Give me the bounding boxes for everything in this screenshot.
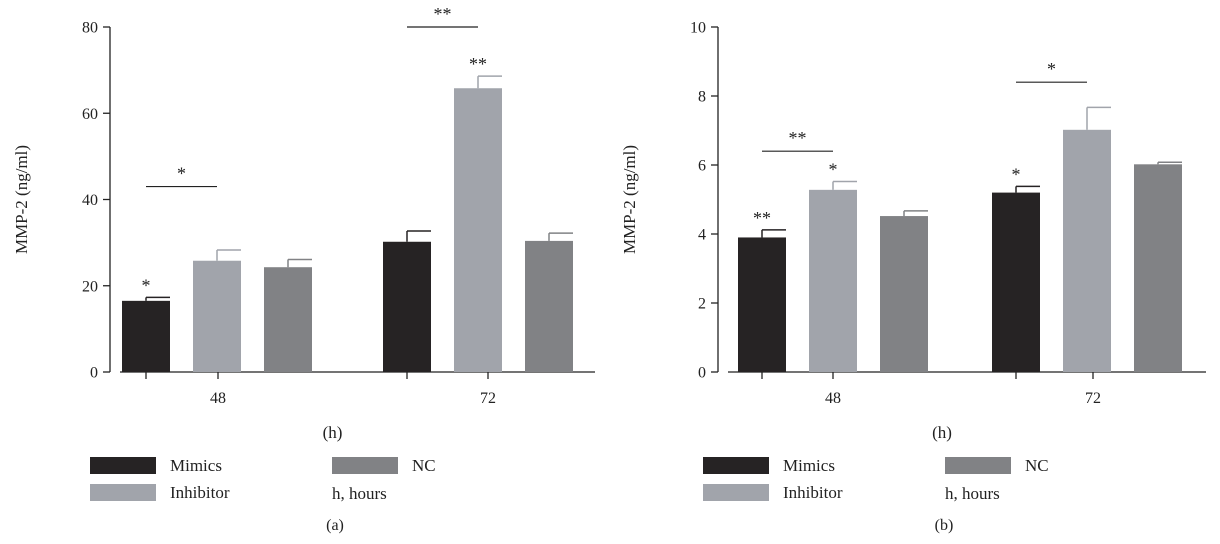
legend-note: h, hours	[945, 484, 1000, 503]
legend-swatch-inhibitor	[703, 484, 769, 501]
y-tick-label: 80	[82, 20, 98, 37]
significance-mark: **	[469, 54, 487, 74]
bar-mimics	[992, 192, 1040, 372]
legend-label-mimics: Mimics	[170, 456, 222, 475]
bracket-label: *	[177, 164, 186, 184]
y-tick-label: 40	[82, 192, 98, 209]
y-tick-label: 0	[90, 365, 98, 382]
legend-label-nc: NC	[412, 456, 436, 475]
bracket-label: *	[1047, 59, 1056, 79]
x-axis-label: (h)	[932, 423, 952, 442]
panel-label: (b)	[935, 517, 954, 534]
x-tick-label: 72	[480, 390, 496, 407]
x-tick-label: 48	[210, 390, 226, 407]
bar-inhibitor	[809, 189, 857, 372]
bar-mimics	[738, 237, 786, 372]
bar-nc	[1134, 164, 1182, 372]
legend-label-inhibitor: Inhibitor	[170, 483, 230, 502]
y-tick-label: 2	[698, 296, 706, 313]
legend-swatch-nc	[332, 457, 398, 474]
bar-nc	[264, 267, 312, 372]
bar-inhibitor	[1063, 129, 1111, 372]
significance-mark: **	[753, 208, 771, 228]
y-tick-label: 10	[690, 20, 706, 37]
bar-mimics	[383, 241, 431, 372]
legend-note: h, hours	[332, 484, 387, 503]
legend-label-inhibitor: Inhibitor	[783, 483, 843, 502]
y-tick-label: 8	[698, 89, 706, 106]
panel-label: (a)	[326, 517, 344, 534]
y-tick-label: 60	[82, 106, 98, 123]
legend-label-mimics: Mimics	[783, 456, 835, 475]
bracket-label: **	[789, 128, 807, 148]
bar-mimics	[122, 300, 170, 372]
y-tick-label: 20	[82, 278, 98, 295]
bracket-label: **	[434, 4, 452, 24]
y-tick-label: 4	[698, 227, 706, 244]
legend-swatch-nc	[945, 457, 1011, 474]
bar-nc	[880, 216, 928, 372]
y-tick-label: 6	[698, 158, 706, 175]
y-axis-label: MMP-2 (ng/ml)	[620, 145, 639, 254]
legend-label-nc: NC	[1025, 456, 1049, 475]
y-axis-label: MMP-2 (ng/ml)	[12, 145, 31, 254]
significance-mark: *	[142, 275, 151, 295]
legend-swatch-mimics	[90, 457, 156, 474]
x-tick-label: 48	[825, 390, 841, 407]
legend-swatch-mimics	[703, 457, 769, 474]
significance-mark: *	[829, 160, 838, 180]
significance-mark: *	[1012, 164, 1021, 184]
bar-nc	[525, 240, 573, 372]
x-axis-label: (h)	[323, 423, 343, 442]
bar-inhibitor	[454, 88, 502, 373]
bar-inhibitor	[193, 260, 241, 372]
y-tick-label: 0	[698, 365, 706, 382]
x-tick-label: 72	[1085, 390, 1101, 407]
legend-swatch-inhibitor	[90, 484, 156, 501]
